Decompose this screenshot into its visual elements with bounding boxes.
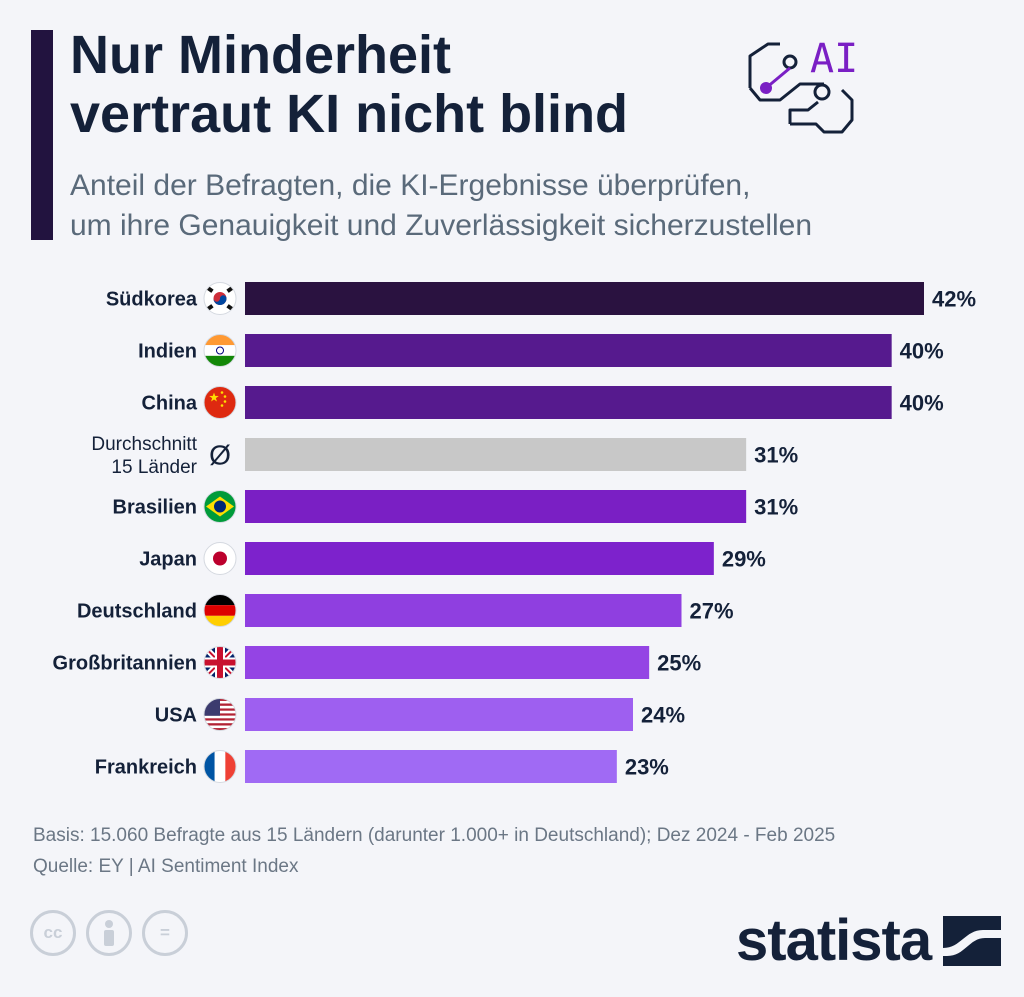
gb-flag-icon xyxy=(203,646,237,679)
accent-bar xyxy=(31,30,53,240)
cc-icon[interactable]: cc xyxy=(30,910,76,956)
category-label: Indien xyxy=(138,341,197,363)
category-label: Japan xyxy=(139,549,197,571)
person-icon[interactable] xyxy=(86,910,132,956)
bar-row: 29% Japan xyxy=(139,542,766,575)
bar-row: 25% Großbritannien xyxy=(53,646,701,679)
bar-row: 40% Indien xyxy=(138,334,944,367)
value-label: 31% xyxy=(754,495,798,520)
category-label: Deutschland xyxy=(77,601,197,623)
jp-flag-icon xyxy=(203,542,237,575)
category-label: Südkorea xyxy=(106,289,198,311)
value-label: 29% xyxy=(722,547,766,572)
equals-icon[interactable]: = xyxy=(142,910,188,956)
average-icon: Ø xyxy=(209,440,231,471)
bar xyxy=(245,698,633,731)
bar-row: 31% Brasilien xyxy=(113,490,798,523)
bar-chart: 42% Südkorea 40% Indien 40% China 31% Durchschn… xyxy=(53,282,976,783)
us-flag-icon xyxy=(203,698,237,731)
bar xyxy=(245,438,747,471)
footer-source: Quelle: EY | AI Sentiment Index xyxy=(33,856,299,877)
kr-flag-icon xyxy=(203,282,237,315)
chart-title: Nur Minderheit vertraut KI nicht blind xyxy=(70,25,629,144)
value-label: 24% xyxy=(641,703,685,728)
bar xyxy=(245,386,892,419)
in-flag-icon xyxy=(203,334,237,367)
value-label: 40% xyxy=(900,391,944,416)
bar-row: 42% Südkorea xyxy=(106,282,976,315)
bar-row: 40% China xyxy=(141,386,944,419)
bar xyxy=(245,542,714,575)
value-label: 42% xyxy=(932,287,976,312)
bar xyxy=(245,282,924,315)
bar-row: 27% Deutschland xyxy=(77,594,734,627)
br-flag-icon xyxy=(203,490,237,523)
category-label: China xyxy=(141,393,197,415)
bar xyxy=(245,490,747,523)
bar xyxy=(245,750,617,783)
category-label: USA xyxy=(155,705,197,727)
license-icons: cc = xyxy=(30,910,188,962)
chart-subtitle: Anteil der Befragten, die KI-Ergebnisse … xyxy=(70,169,813,242)
statista-logo-icon xyxy=(943,916,1002,966)
value-label: 23% xyxy=(625,755,669,780)
statista-logo[interactable]: statista xyxy=(736,906,1002,976)
bar xyxy=(245,646,650,679)
footer-basis: Basis: 15.060 Befragte aus 15 Ländern (d… xyxy=(33,825,836,846)
ai-icon-text: AI xyxy=(810,36,858,82)
cn-flag-icon xyxy=(203,386,237,419)
category-label: Großbritannien xyxy=(53,653,197,675)
bar-row: 24% USA xyxy=(155,698,685,731)
category-label: Brasilien xyxy=(113,497,197,519)
value-label: 27% xyxy=(690,599,734,624)
de-flag-icon xyxy=(203,594,237,627)
bar xyxy=(245,334,892,367)
ai-chip-icon: AI xyxy=(748,36,858,134)
value-label: 40% xyxy=(900,339,944,364)
bar xyxy=(245,594,682,627)
category-label: Durchschnitt 15 Länder xyxy=(91,434,197,478)
bar-row: 23% Frankreich xyxy=(95,750,669,783)
fr-flag-icon xyxy=(203,750,237,783)
bar-row: 31% Durchschnitt 15 Länder Ø xyxy=(91,434,798,478)
category-label: Frankreich xyxy=(95,757,197,779)
value-label: 25% xyxy=(657,651,701,676)
logo-text: statista xyxy=(736,908,932,973)
value-label: 31% xyxy=(754,443,798,468)
